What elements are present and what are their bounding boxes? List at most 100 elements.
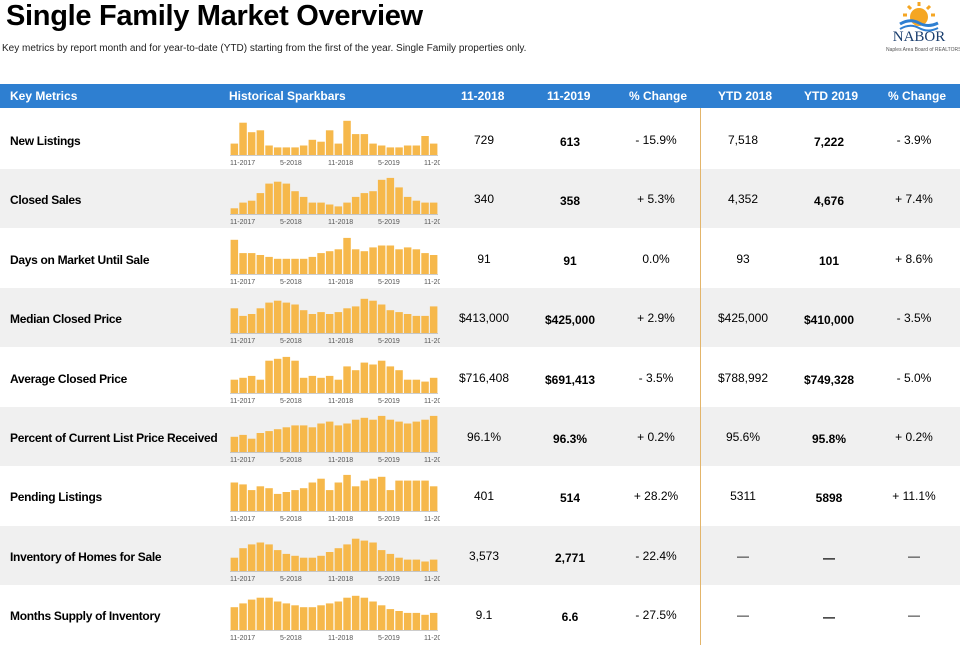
sparkbar	[308, 375, 317, 393]
sparkbar	[282, 553, 291, 571]
sparkbar	[230, 143, 239, 155]
sparkbar-axis-label: 11-2019	[424, 338, 440, 345]
sparkbar	[247, 132, 256, 155]
sparkbar	[325, 250, 334, 274]
value-ytd-2019: 5898	[815, 491, 843, 506]
value-pct-change-ytd: + 8.6%	[895, 251, 933, 266]
sparkbar	[343, 202, 351, 215]
sparkbar	[421, 136, 429, 155]
sparkbar	[230, 208, 239, 215]
sparkbar	[377, 549, 386, 571]
sparkbar-axis-label: 11-2018	[328, 279, 353, 286]
sparkbar-axis-label: 5-2019	[378, 160, 400, 167]
metric-label: Percent of Current List Price Received	[10, 431, 218, 445]
sparkbar-axis-label: 11-2018	[328, 338, 353, 345]
sparkbar	[351, 595, 360, 631]
value-ytd-2018: 93	[736, 251, 750, 266]
sparkbar	[230, 239, 239, 274]
sparkbar-chart: 11-2017 5-2018 11-2018 5-2019 11-2019	[230, 356, 440, 405]
sparkbar	[377, 304, 386, 334]
sparkbar	[429, 202, 438, 215]
sparkbar	[265, 431, 273, 452]
sparkbar-axis-label: 11-2017	[230, 398, 255, 405]
sparkbar-axis-label: 5-2019	[378, 457, 400, 464]
sparkbar	[256, 597, 265, 631]
sparkbar	[429, 613, 438, 631]
metric-label: Inventory of Homes for Sale	[10, 549, 162, 564]
sparkbar	[429, 143, 438, 155]
sparkbar	[343, 597, 351, 631]
sparkbar	[412, 379, 421, 393]
sparkbar	[247, 252, 256, 274]
sparkbar	[308, 607, 317, 631]
sparkbar-axis-label: 5-2019	[378, 398, 400, 405]
sparkbar	[291, 191, 299, 215]
value-month-2018: 340	[473, 192, 495, 207]
sparkbar	[325, 490, 334, 512]
sparkbar	[247, 438, 256, 452]
sparkbar-axis-label: 11-2017	[230, 338, 255, 345]
sparkbar-axis-label: 5-2018	[280, 457, 302, 464]
sparkbar	[239, 484, 247, 512]
sparkbar	[256, 486, 265, 512]
sparkbar	[230, 607, 239, 631]
sparkbar	[412, 613, 421, 631]
sparkbar	[395, 147, 403, 155]
sparkbar	[403, 379, 412, 393]
sparkbar	[265, 183, 273, 215]
sparkbar	[291, 490, 299, 512]
sparkbar	[334, 482, 343, 512]
sparkbar	[265, 145, 273, 155]
sparkbar	[343, 237, 351, 274]
value-month-2019: $691,413	[544, 372, 596, 387]
sparkbar	[429, 486, 438, 512]
sparkbar	[265, 360, 273, 393]
sparkbar	[317, 312, 325, 334]
table-row: Median Closed Price 11-2017 5-2018 11-2018 5…	[0, 288, 960, 348]
table-row: New Listings 11-2017 5-2018 11-2018 5-2019 11…	[0, 110, 960, 169]
sparkbar	[230, 379, 239, 393]
sparkbar	[412, 421, 421, 452]
value-ytd-2019: 101	[818, 253, 840, 268]
sparkbar	[230, 308, 239, 334]
sparkbar	[239, 202, 247, 215]
sparkbar	[247, 599, 256, 631]
sparkbar	[247, 314, 256, 334]
col-month-2019: 11-2019	[547, 89, 591, 103]
sparkbar	[317, 423, 325, 452]
sparkbar	[386, 310, 395, 334]
sparkbar	[377, 145, 386, 155]
sparkbar	[360, 298, 369, 334]
sparkbar	[299, 488, 308, 512]
table-row: Months Supply of Inventory 11-2017 5-2018 1…	[0, 585, 960, 644]
sparkbar	[265, 302, 273, 334]
sparkbar	[369, 364, 377, 393]
value-ytd-2019: 95.8%	[811, 432, 847, 446]
value-pct-change-month: + 5.3%	[637, 192, 675, 207]
sparkbar	[403, 197, 412, 215]
sparkbar	[334, 601, 343, 631]
sparkbar	[343, 308, 351, 334]
value-ytd-2019: —	[823, 610, 835, 625]
sparkbar	[403, 145, 412, 155]
value-month-2019: 91	[563, 253, 577, 268]
value-pct-change-month: - 15.9%	[635, 133, 677, 147]
table-row: Inventory of Homes for Sale 11-2017 5-2018…	[0, 525, 960, 585]
metric-label: Pending Listings	[10, 490, 102, 505]
sparkbar	[299, 377, 308, 393]
value-ytd-2018: 7,518	[727, 133, 759, 147]
sparkbar	[334, 312, 343, 334]
value-pct-change-ytd: - 3.5%	[896, 311, 932, 326]
value-pct-change-month: 0.0%	[642, 251, 670, 266]
sparkbar	[230, 436, 239, 452]
sparkbar-axis-label: 11-2019	[424, 516, 440, 523]
value-month-2018: $413,000	[458, 311, 510, 326]
sparkbar	[412, 559, 421, 571]
value-month-2019: 2,771	[554, 550, 586, 565]
sparkbar	[282, 603, 291, 631]
sparkbar	[317, 377, 325, 393]
sparkbar	[395, 369, 403, 393]
value-ytd-2018: —	[737, 548, 749, 563]
sparkbar	[377, 360, 386, 393]
sparkbar	[351, 134, 360, 155]
